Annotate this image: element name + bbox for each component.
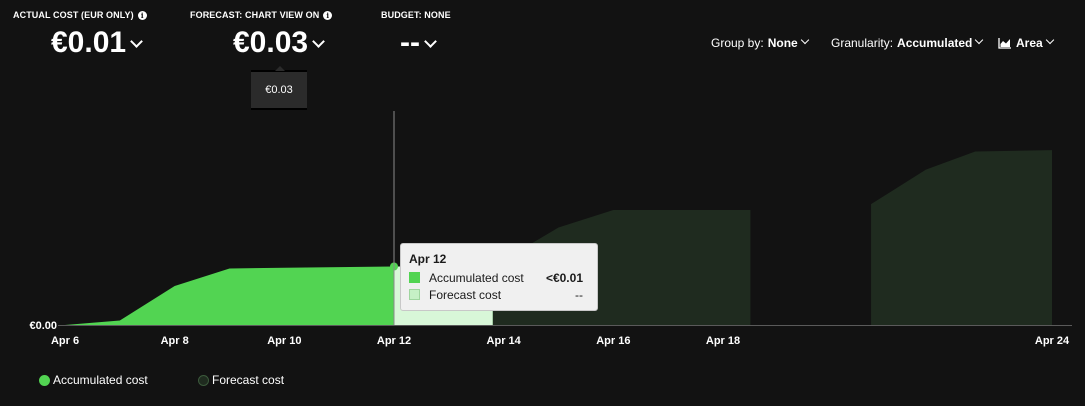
forecast-tooltip-value: €0.03 [265, 84, 293, 96]
cost-area-chart[interactable]: €0.00 Apr 6 Apr 8 Apr 10 Apr 12 Apr 14 Apr 16… [0, 100, 1085, 360]
legend-item-accumulated[interactable]: Accumulated cost [39, 373, 148, 387]
granularity-value: Accumulated [897, 36, 973, 50]
chevron-down-icon[interactable] [312, 35, 325, 48]
actual-cost-metric[interactable]: ACTUAL COST (EUR ONLY) i €0.01 [13, 10, 147, 60]
chart-hover-tooltip: Apr 12 Accumulated cost <€0.01 Forecast … [400, 243, 598, 311]
tooltip-row-forecast: Forecast cost -- [409, 286, 589, 303]
chart-type-dropdown[interactable]: Area [998, 35, 1054, 50]
forecast-metric[interactable]: FORECAST: CHART VIEW ON i €0.03 [190, 10, 333, 60]
x-tick-label: Apr 18 [706, 335, 740, 347]
budget-value: -- [400, 26, 420, 59]
legend-item-forecast[interactable]: Forecast cost [198, 373, 284, 387]
granularity-dropdown[interactable]: Granularity: Accumulated [831, 35, 984, 50]
group-by-value: None [767, 36, 798, 50]
accumulated-legend-dot [39, 374, 50, 386]
x-tick-label: Apr 16 [596, 335, 630, 347]
y-axis-label: €0.00 [29, 320, 57, 332]
accumulated-swatch [409, 272, 420, 283]
group-by-dropdown[interactable]: Group by: None [711, 35, 809, 50]
granularity-label: Granularity: [831, 36, 894, 50]
tooltip-series-value: <€0.01 [545, 270, 583, 285]
group-by-label: Group by: [711, 36, 764, 50]
tooltip-series-value: -- [575, 287, 583, 302]
chevron-down-icon [1045, 35, 1054, 45]
legend-label: Accumulated cost [53, 373, 148, 387]
tooltip-row-accumulated: Accumulated cost <€0.01 [409, 269, 589, 286]
actual-cost-label: ACTUAL COST (EUR ONLY) [13, 10, 134, 20]
x-tick-label: Apr 6 [51, 335, 79, 347]
budget-metric[interactable]: BUDGET: NONE -- [381, 10, 451, 60]
area-chart-icon [998, 38, 1011, 49]
x-tick-label: Apr 24 [1035, 335, 1070, 347]
chevron-down-icon[interactable] [130, 35, 143, 48]
x-tick-label: Apr 8 [161, 335, 189, 347]
legend-label: Forecast cost [212, 373, 285, 387]
tooltip-series-name: Accumulated cost [429, 270, 524, 285]
chevron-down-icon[interactable] [424, 35, 437, 48]
info-icon[interactable]: i [323, 10, 333, 20]
tooltip-series-name: Forecast cost [429, 287, 502, 302]
forecast-area-segment [871, 150, 1052, 325]
forecast-value-tooltip: €0.03 [251, 66, 307, 110]
accumulated-area [65, 266, 493, 325]
chevron-down-icon [800, 35, 809, 45]
chevron-down-icon [975, 35, 984, 45]
x-tick-label: Apr 10 [267, 335, 301, 347]
actual-cost-value: €0.01 [51, 26, 127, 59]
chart-type-value: Area [1016, 36, 1043, 50]
x-tick-label: Apr 12 [377, 335, 411, 347]
tooltip-date: Apr 12 [409, 252, 447, 266]
forecast-swatch [409, 289, 420, 300]
x-tick-label: Apr 14 [487, 335, 522, 347]
forecast-label: FORECAST: CHART VIEW ON [190, 10, 320, 20]
forecast-legend-dot [198, 374, 209, 386]
info-icon[interactable]: i [137, 10, 147, 20]
budget-label: BUDGET: NONE [381, 10, 451, 20]
forecast-value: €0.03 [233, 26, 309, 59]
